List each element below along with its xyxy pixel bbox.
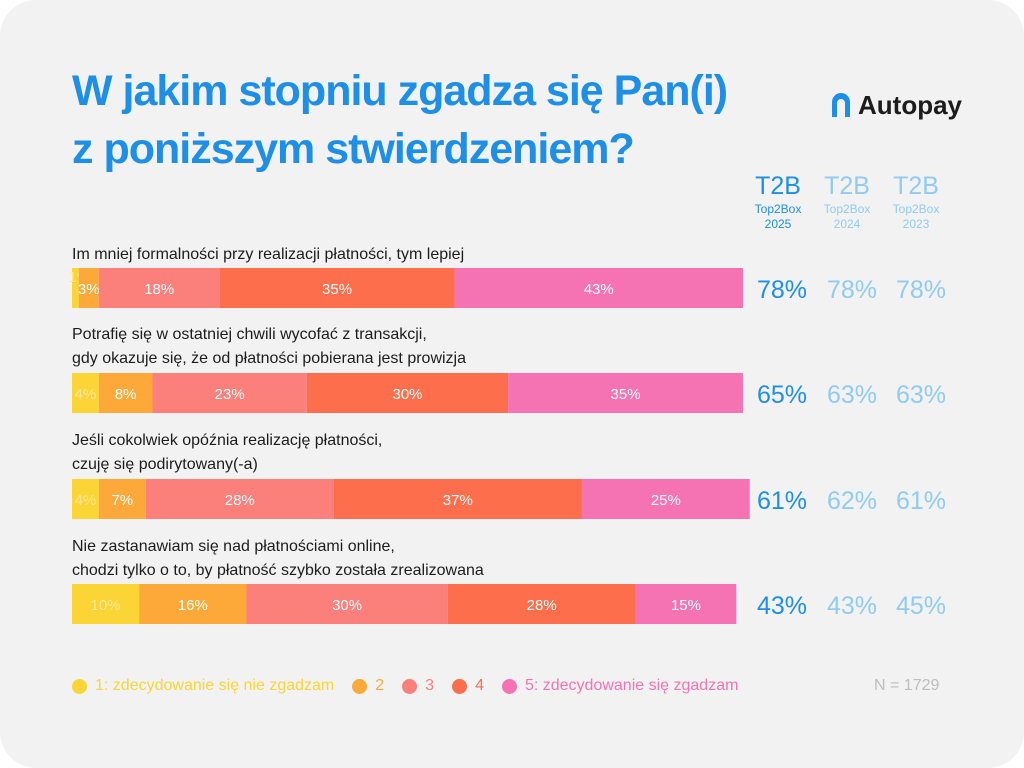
column-header-sub: Top2Box [754, 202, 802, 216]
segment-value-label: 7% [111, 492, 133, 509]
statement-label: czuję się podirytowany(-a) [72, 456, 258, 473]
statement-label: Im mniej formalności przy realizacji pła… [72, 246, 464, 263]
statement-label: chodzi tylko o to, by płatność szybko zo… [72, 562, 484, 579]
legend-label: 4 [475, 677, 484, 694]
column-header-year: 2023 [902, 217, 930, 231]
bar-segment [246, 584, 448, 624]
bar-segment [581, 479, 750, 519]
segment-value-label: 18% [144, 281, 174, 298]
bar-segment [78, 268, 99, 308]
column-header-year: 2024 [833, 217, 861, 231]
column-header-label: T2B [824, 172, 870, 200]
chart-title: W jakim stopniu zgadza się Pan(i) z poni… [72, 62, 792, 178]
t2b-value-2023: 61% [896, 487, 946, 515]
bar-segment [447, 584, 636, 624]
segment-value-label: 16% [178, 597, 208, 614]
segment-value-label: 30% [392, 386, 422, 403]
title-line-2: z poniższym stwierdzeniem? [72, 125, 635, 173]
bar-segment [508, 373, 743, 413]
bar-segment [306, 373, 509, 413]
title-line-1: W jakim stopniu zgadza się Pan(i) [72, 67, 728, 115]
t2b-value-2025: 61% [757, 487, 807, 515]
segment-value-label: 30% [332, 597, 362, 614]
bar-segment [635, 584, 737, 624]
t2b-value-2023: 78% [896, 276, 946, 304]
bar-segment [72, 268, 79, 308]
legend-item-2: 2 [352, 677, 384, 695]
bar-segment [219, 268, 455, 308]
bar-segment [98, 373, 153, 413]
legend-item-4: 4 [452, 677, 484, 695]
segment-value-label: 15% [671, 597, 701, 614]
segment-value-label: 4% [75, 386, 97, 403]
column-header-sub: Top2Box [892, 202, 940, 216]
bar-segment [72, 373, 99, 413]
t2b-value-2024: 78% [827, 276, 877, 304]
t2b-value-2023: 45% [896, 592, 946, 620]
bar-segment [333, 479, 582, 519]
segment-value-label: 28% [225, 492, 255, 509]
t2b-value-2024: 43% [827, 592, 877, 620]
legend-label: 1: zdecydowanie się nie zgadzam [95, 677, 335, 694]
legend-dot [352, 678, 368, 694]
t2b-value-2024: 62% [827, 487, 877, 515]
column-header-2023: T2B Top2Box 2023 [881, 170, 951, 232]
chart-legend: 1: zdecydowanie się nie zgadzam 2 3 4 5:… [72, 675, 756, 697]
segment-value-label: 43% [584, 281, 614, 298]
segment-value-label: 35% [322, 281, 352, 298]
t2b-value-2025: 78% [757, 276, 807, 304]
legend-dot [452, 678, 468, 694]
segment-value-label: 23% [215, 386, 245, 403]
bar-segment [152, 373, 307, 413]
legend-item-3: 3 [402, 677, 434, 695]
autopay-logo-icon [832, 93, 850, 117]
t2b-value-2025: 65% [757, 381, 807, 409]
legend-label: 3 [425, 677, 435, 694]
statement-label: Jeśli cokolwiek opóźnia realizację płatn… [72, 432, 382, 449]
legend-dot [402, 678, 418, 694]
legend-dot [501, 678, 517, 694]
statement-label: Potrafię się w ostatniej chwili wycofać … [72, 326, 427, 343]
brand-name: Autopay [858, 89, 962, 120]
segment-value-label: 10% [91, 597, 121, 614]
column-header-year: 2025 [764, 217, 792, 231]
segment-value-label: 4% [75, 492, 97, 509]
bar-segment [98, 479, 146, 519]
legend-item-5: 5: zdecydowanie się zgadzam [501, 677, 739, 695]
t2b-value-2024: 63% [827, 381, 877, 409]
brand-logo: Autopay [832, 88, 962, 122]
segment-value-label: 37% [443, 492, 473, 509]
sample-size-label: N = 1729 [874, 677, 940, 694]
column-header-label: T2B [893, 172, 939, 200]
legend-label: 2 [375, 677, 385, 694]
bar-segment [72, 584, 140, 624]
t2b-value-2023: 63% [896, 381, 946, 409]
bar-segment [98, 268, 220, 308]
t2b-value-2025: 43% [757, 592, 807, 620]
bar-segment [139, 584, 247, 624]
bar-segment [454, 268, 743, 308]
bar-segment [72, 479, 99, 519]
segment-value-label: 35% [611, 386, 641, 403]
column-header-label: T2B [755, 172, 801, 200]
column-header-2024: T2B Top2Box 2024 [812, 170, 882, 232]
legend-label: 5: zdecydowanie się zgadzam [524, 677, 739, 694]
legend-dot [72, 678, 87, 694]
legend-item-1: 1: zdecydowanie się nie zgadzam [72, 677, 334, 695]
segment-value-label: 25% [651, 492, 681, 509]
column-header-2025: T2B Top2Box 2025 [743, 170, 813, 232]
segment-value-label: 8% [115, 386, 137, 403]
segment-value-label: 28% [527, 597, 557, 614]
column-header-sub: Top2Box [823, 202, 871, 216]
statement-label: Nie zastanawiam się nad płatnościami onl… [72, 538, 395, 555]
segment-value-label: 3% [78, 281, 100, 298]
bar-segment [145, 479, 334, 519]
statement-label: gdy okazuje się, że od płatności pobiera… [72, 350, 466, 367]
